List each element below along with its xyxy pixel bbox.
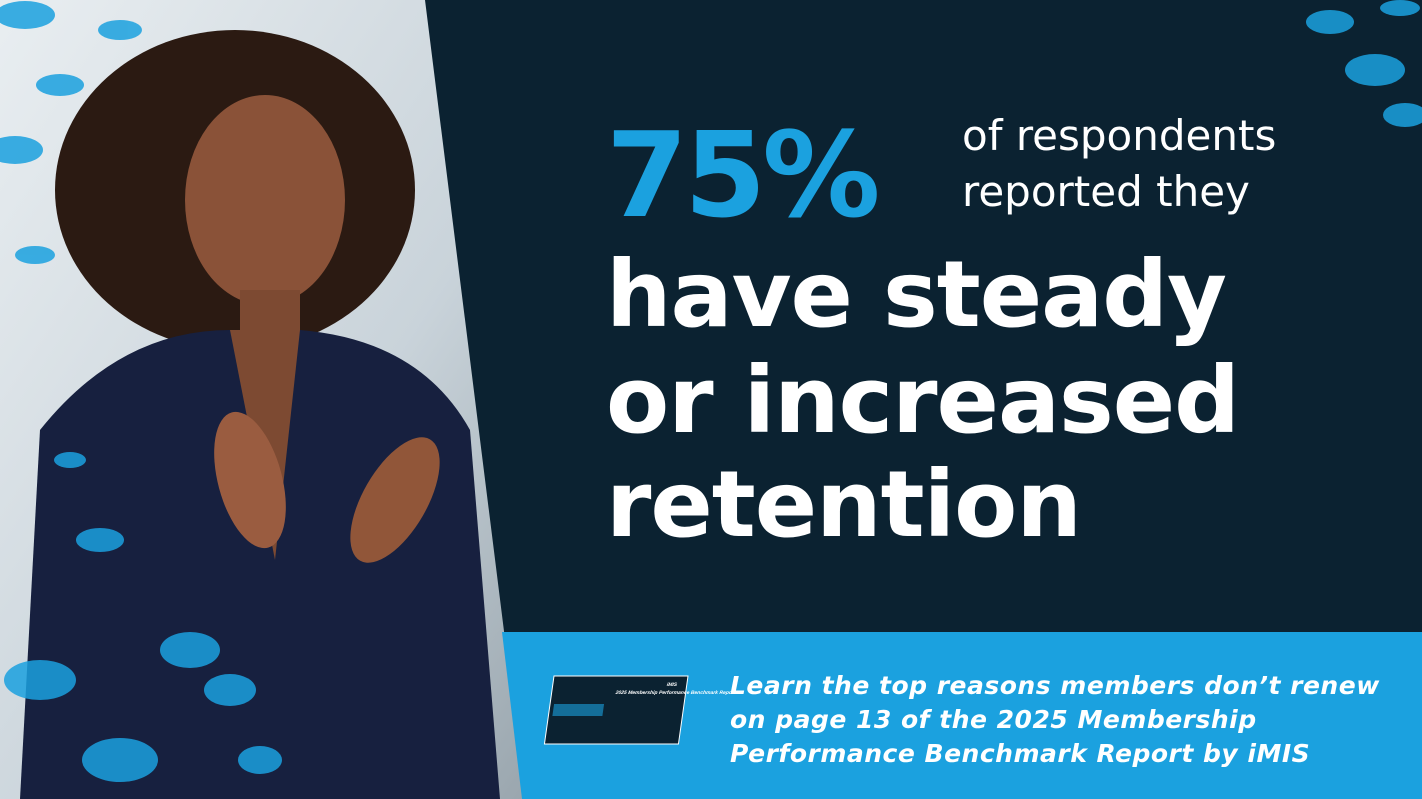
main-line: or increased <box>606 347 1239 454</box>
person-illustration <box>20 30 500 799</box>
report-title: 2025 Membership Performance Benchmark Re… <box>614 690 736 696</box>
footer-line: Learn the top reasons members don’t rene… <box>730 671 1380 700</box>
report-cover: 2025 Membership Performance Benchmark Re… <box>543 675 736 745</box>
footer-line: Performance Benchmark Report by iMIS <box>730 739 1310 768</box>
footer-line: on page 13 of the 2025 Membership <box>730 705 1257 734</box>
report-brand: iMIS <box>666 682 678 688</box>
footer-band <box>502 632 1422 799</box>
intro-line: reported they <box>962 167 1250 216</box>
intro-line: of respondents <box>962 111 1276 160</box>
main-line: have steady <box>606 241 1226 348</box>
decor-dots <box>0 0 1422 782</box>
stat: 75% <box>606 106 877 244</box>
main-line: retention <box>606 451 1081 558</box>
